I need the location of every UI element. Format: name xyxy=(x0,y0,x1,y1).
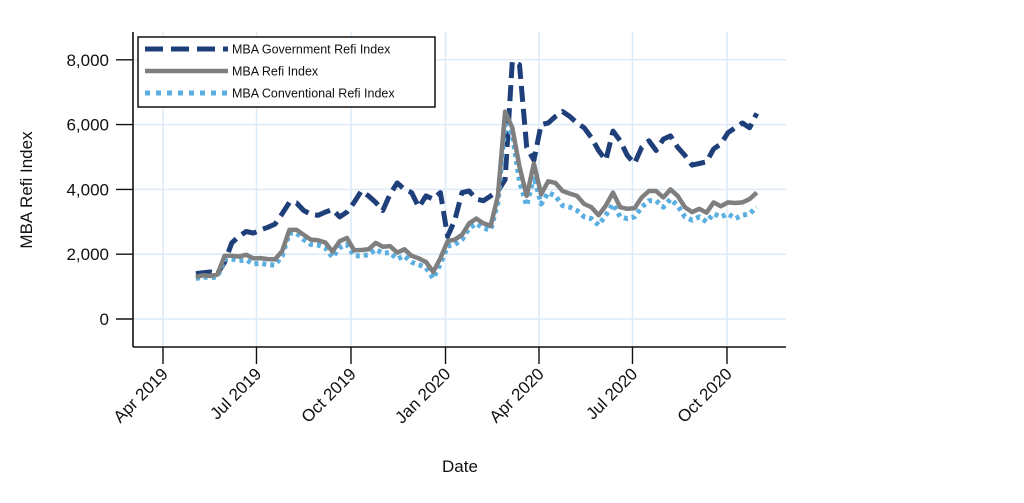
y-tick-label: 0 xyxy=(100,310,109,329)
x-axis-title: Date xyxy=(442,457,478,476)
x-axis-ticks: Apr 2019 Jul 2019 Oct 2019 Jan 2020 Apr 2020… xyxy=(110,347,736,427)
legend-label: MBA Government Refi Index xyxy=(232,43,391,57)
x-tick-label: Oct 2019 xyxy=(298,364,360,426)
x-tick-label: Jul 2019 xyxy=(206,364,265,423)
legend-label: MBA Conventional Refi Index xyxy=(232,87,395,101)
series-line-mba-refi-index xyxy=(195,109,759,280)
series-line-mba-government-refi-index xyxy=(195,58,760,277)
x-tick-label: Jul 2020 xyxy=(582,364,641,423)
y-tick-label: 8,000 xyxy=(66,51,109,70)
y-tick-label: 2,000 xyxy=(66,245,109,264)
x-tick-label: Apr 2020 xyxy=(486,364,548,426)
x-tick-label: Apr 2019 xyxy=(110,364,172,426)
y-tick-label: 4,000 xyxy=(66,180,109,199)
legend: MBA Government Refi Index MBA Refi Index M… xyxy=(137,36,436,108)
y-axis-title: MBA Refi Index xyxy=(17,131,36,249)
series-lines xyxy=(195,58,760,281)
y-axis-ticks: 0 2,000 4,000 6,000 8,000 xyxy=(66,51,133,329)
legend-label: MBA Refi Index xyxy=(232,65,319,79)
y-tick-label: 6,000 xyxy=(66,116,109,135)
x-tick-label: Jan 2020 xyxy=(391,364,454,427)
x-tick-label: Oct 2020 xyxy=(674,364,736,426)
